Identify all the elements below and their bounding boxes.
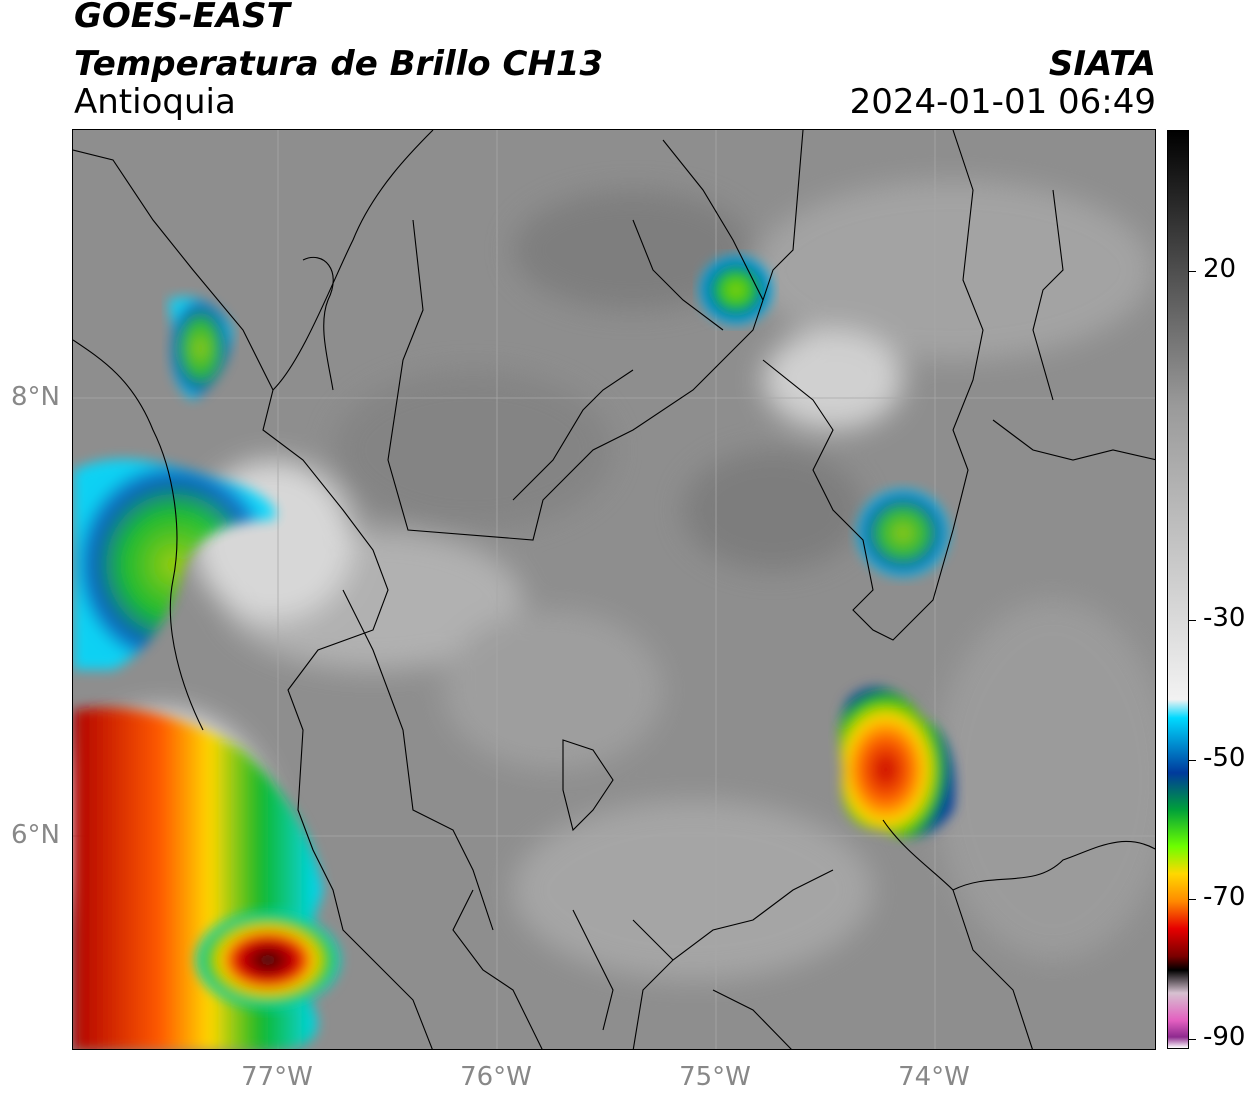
map-canvas	[73, 130, 1155, 1049]
satellite-map[interactable]	[72, 129, 1156, 1050]
agency-label: SIATA	[1048, 44, 1156, 84]
colorbar-label-minus70: -70	[1203, 882, 1246, 912]
colorbar-tick-mark	[1189, 760, 1196, 761]
colorbar-label-minus30: -30	[1203, 603, 1246, 633]
datetime-label: 2024-01-01 06:49	[849, 82, 1156, 122]
temperature-colorbar	[1167, 130, 1189, 1049]
lon-tick-77w: 77°W	[241, 1062, 313, 1092]
boundaries	[73, 130, 1155, 1049]
region-label: Antioquia	[74, 82, 236, 122]
colorbar-tick-mark	[1189, 620, 1196, 621]
cloud-tops	[73, 256, 955, 1049]
colorbar-label-minus50: -50	[1203, 743, 1246, 773]
product-title: Temperatura de Brillo CH13	[74, 44, 604, 84]
lat-tick-8n: 8°N	[11, 382, 60, 412]
lat-tick-6n: 6°N	[11, 820, 60, 850]
colorbar-label-minus90: -90	[1203, 1022, 1246, 1052]
gridlines	[73, 130, 1155, 1049]
lon-tick-76w: 76°W	[460, 1062, 532, 1092]
lon-tick-75w: 75°W	[679, 1062, 751, 1092]
colorbar-label-20: 20	[1203, 254, 1237, 284]
lon-tick-74w: 74°W	[898, 1062, 970, 1092]
satellite-title: GOES-EAST	[74, 0, 290, 36]
colorbar-tick-mark	[1189, 271, 1196, 272]
colorbar-tick-mark	[1189, 899, 1196, 900]
colorbar-tick-mark	[1189, 1039, 1196, 1040]
